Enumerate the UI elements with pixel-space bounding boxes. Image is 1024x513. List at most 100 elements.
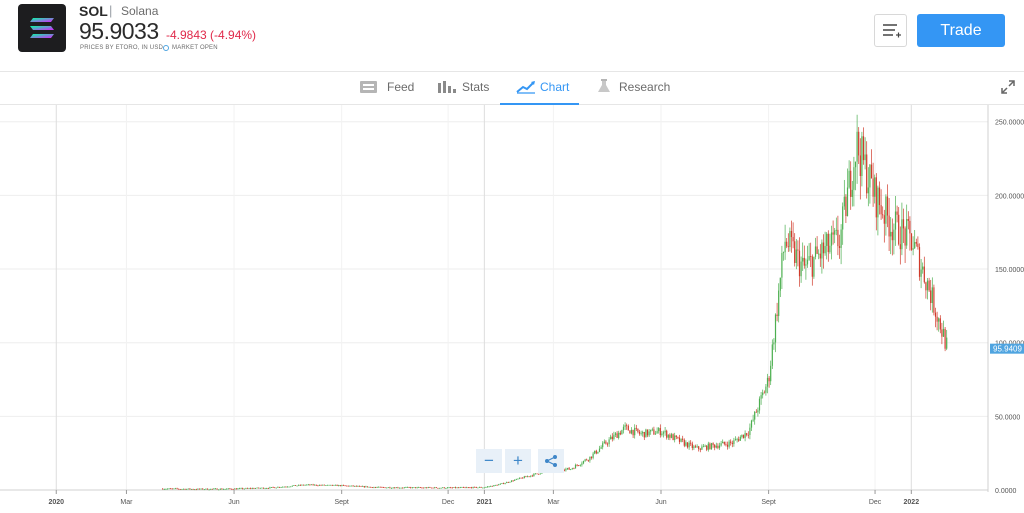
- candle-body: [432, 487, 434, 489]
- candle-body: [637, 428, 639, 432]
- candle-body: [770, 365, 772, 382]
- candle-body: [690, 442, 692, 444]
- candle-body: [539, 473, 541, 475]
- candle-body: [429, 487, 431, 488]
- candle-body: [640, 433, 642, 435]
- candle-body: [312, 484, 314, 486]
- candle-body: [174, 488, 177, 490]
- candle-body: [272, 487, 274, 488]
- candle-body: [398, 487, 401, 489]
- candle-body: [520, 477, 522, 479]
- candle-body: [850, 170, 852, 197]
- candle-body: [203, 489, 205, 491]
- candle-body: [453, 487, 455, 488]
- candle-body: [355, 485, 357, 487]
- candle-body: [293, 485, 295, 486]
- share-button[interactable]: [538, 449, 564, 473]
- y-tick-label: 200.0000: [995, 193, 1024, 200]
- add-to-watchlist-button[interactable]: [874, 14, 907, 47]
- candle-body: [654, 433, 657, 435]
- tab-chart-label: Chart: [540, 80, 570, 94]
- candle-body: [411, 487, 413, 489]
- candle-body: [914, 241, 916, 249]
- candle-body: [206, 488, 209, 490]
- candle-body: [662, 432, 665, 434]
- candle-body: [701, 446, 703, 450]
- candle-body: [712, 443, 714, 445]
- candle-body: [718, 445, 721, 448]
- zoom-out-button[interactable]: −: [476, 449, 502, 473]
- candle-body: [478, 487, 481, 488]
- candle-body: [358, 485, 361, 487]
- candle-body: [608, 439, 610, 445]
- price-chart[interactable]: 2020 Mar Jun Sept Dec 2021 Mar Jun Sept Dec 2022 0…: [0, 105, 1024, 513]
- candle-body: [778, 290, 780, 317]
- candle-body: [434, 487, 436, 489]
- candle-body: [587, 460, 589, 461]
- candle-body: [592, 453, 594, 458]
- candle-body: [736, 439, 738, 440]
- candle-body: [789, 230, 791, 248]
- candle-body: [374, 487, 377, 489]
- tab-feed[interactable]: Feed: [359, 72, 414, 103]
- tab-stats[interactable]: Stats: [437, 72, 492, 103]
- candle-body: [194, 489, 196, 491]
- trade-button[interactable]: Trade: [917, 14, 1005, 47]
- candle-body: [686, 442, 689, 448]
- candle-body: [264, 488, 266, 490]
- y-tick-label: 150.0000: [995, 267, 1024, 274]
- market-status: MARKET OPEN: [172, 45, 218, 51]
- candle-body: [318, 484, 321, 486]
- candle-body: [675, 435, 677, 437]
- candle-body: [798, 250, 801, 277]
- y-tick-label: 250.0000: [995, 120, 1024, 127]
- candle-body: [173, 488, 175, 490]
- candle-body: [651, 429, 653, 431]
- candle-body: [315, 484, 317, 486]
- candle-body: [682, 438, 684, 441]
- candle-body: [274, 487, 276, 489]
- tab-research[interactable]: Research: [596, 72, 670, 103]
- tab-feed-label: Feed: [387, 80, 415, 94]
- candle-body: [667, 434, 669, 438]
- tab-chart[interactable]: Chart: [500, 72, 579, 105]
- x-tick-label: Jun: [655, 499, 666, 506]
- candle-body: [232, 489, 234, 490]
- candle-body: [586, 459, 588, 461]
- candle-body: [752, 419, 754, 421]
- candle-body: [224, 488, 226, 490]
- candle-body: [397, 487, 399, 489]
- y-tick-label: 50.0000: [995, 414, 1020, 421]
- candle-body: [438, 487, 441, 489]
- chart-icon: [516, 81, 535, 94]
- candle-body: [891, 231, 893, 241]
- candle-body: [163, 489, 165, 490]
- candle-body: [760, 395, 762, 399]
- candle-body: [302, 484, 305, 486]
- candle-body: [498, 484, 500, 486]
- candle-body: [506, 482, 508, 484]
- candle-body: [458, 487, 460, 489]
- candle-body: [650, 429, 652, 432]
- candle-body: [867, 187, 869, 194]
- candle-body: [782, 252, 785, 254]
- candle-body: [638, 431, 641, 434]
- candle-body: [661, 433, 663, 436]
- candle-body: [643, 432, 645, 438]
- fullscreen-button[interactable]: [1001, 80, 1015, 94]
- candle-body: [733, 440, 735, 445]
- candle-body: [579, 464, 581, 466]
- zoom-in-button[interactable]: +: [505, 449, 531, 473]
- candle-body: [926, 280, 929, 291]
- candle-body: [418, 487, 420, 489]
- candle-body: [715, 445, 717, 448]
- candle-body: [568, 467, 570, 470]
- x-tick-label: Dec: [869, 499, 882, 506]
- candle-body: [470, 487, 473, 489]
- candle-body: [598, 448, 601, 452]
- candle-body: [600, 447, 602, 449]
- candle-body: [886, 196, 889, 216]
- candle-body: [614, 433, 617, 435]
- candle-body: [627, 425, 629, 431]
- candle-body: [946, 337, 948, 349]
